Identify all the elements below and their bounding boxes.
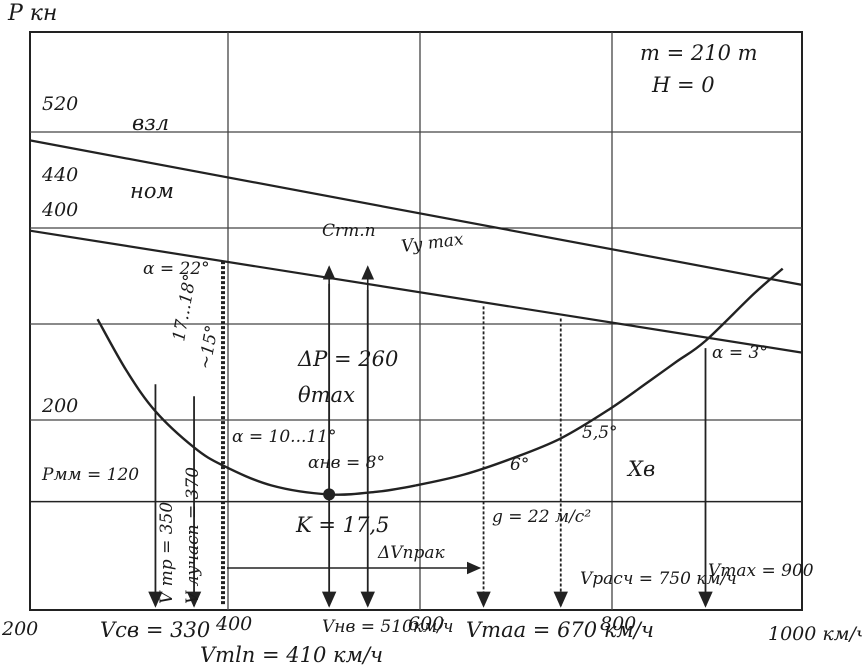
label-cr-mn: Crm.n bbox=[322, 221, 376, 241]
label-alpha-17-18: 17...18° bbox=[169, 272, 201, 342]
thrust-line-nom bbox=[29, 229, 803, 354]
series-label-vzl: взл bbox=[132, 111, 169, 135]
label-delta-v: ΔVпрак bbox=[377, 543, 446, 563]
label-v-rasch: Vрасч = 750 км/ч bbox=[580, 569, 737, 589]
condition-mass: m = 210 т bbox=[640, 41, 758, 65]
label-v-luchasp: V лучасп = 370 bbox=[183, 467, 203, 604]
label-v-mln: Vmln = 410 км/ч bbox=[200, 643, 383, 667]
label-alpha-3: α = 3° bbox=[712, 343, 768, 363]
label-alpha-22: α = 22° bbox=[143, 259, 210, 279]
label-v-tr: V тр = 350 bbox=[157, 502, 177, 604]
label-theta-max: θmax bbox=[298, 383, 355, 407]
x-tick-200: 200 bbox=[1, 618, 38, 640]
x-tick-600: 600 bbox=[408, 613, 444, 635]
y-axis-label: P кн bbox=[7, 1, 57, 26]
thrust-line-vzl bbox=[29, 139, 803, 286]
plot-frame bbox=[29, 31, 803, 611]
label-alpha-10-11: α = 10...11° bbox=[232, 427, 337, 447]
label-p-mm: Pмм = 120 bbox=[41, 465, 139, 485]
label-g-22: g = 22 м/с² bbox=[492, 507, 591, 527]
x-tick-400: 400 bbox=[215, 613, 252, 635]
label-k: K = 17,5 bbox=[295, 513, 389, 537]
label-xv: Xв bbox=[626, 457, 655, 481]
label-alpha-15: ~15° bbox=[195, 324, 222, 371]
label-deg-5-5: 5,5° bbox=[582, 423, 618, 443]
grid bbox=[30, 32, 802, 610]
label-delta-p: ΔP = 260 bbox=[297, 347, 398, 371]
label-alpha-nv: αнв = 8° bbox=[308, 453, 385, 473]
label-vy-max: Vy max bbox=[400, 229, 465, 257]
y-tick-200: 200 bbox=[41, 395, 78, 417]
min-drag-point bbox=[323, 488, 336, 501]
y-tick-520: 520 bbox=[42, 93, 78, 115]
condition-altitude: H = 0 bbox=[651, 73, 715, 97]
series-label-nom: ном bbox=[130, 179, 174, 203]
label-v-max: Vmax = 900 bbox=[708, 561, 814, 581]
x-tick-1000: 1000 км/ч bbox=[768, 623, 862, 645]
label-deg-6: 6° bbox=[510, 455, 529, 475]
required-thrust-curve bbox=[96, 267, 784, 496]
y-tick-440: 440 bbox=[41, 164, 78, 186]
label-v-max-a: Vmaa = 670 км/ч bbox=[466, 618, 654, 642]
label-v-nv: Vнв = 510км/ч bbox=[322, 617, 453, 637]
label-v-sv: Vсв = 330 bbox=[100, 618, 210, 642]
x-tick-800: 800 bbox=[600, 613, 636, 635]
y-tick-400: 400 bbox=[41, 199, 78, 221]
